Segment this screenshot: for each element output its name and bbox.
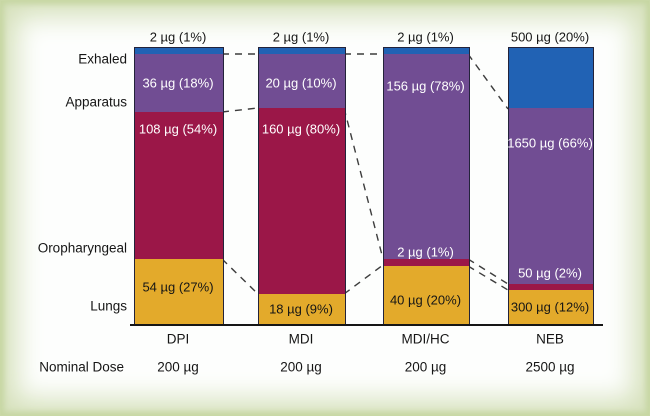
- bar-neb-segment-exhaled: [509, 48, 593, 108]
- bar-mdi-hc-segment-apparatus: [384, 54, 469, 259]
- nominal-dose-neb: 2500 µg: [525, 359, 575, 375]
- label-neb-lungs: 300 µg (12%): [510, 299, 590, 315]
- y-axis-label-lungs: Lungs: [90, 298, 127, 314]
- bar-mdi-segment-oropharyngeal: [259, 108, 345, 294]
- bar-mdi-segment-apparatus: [259, 54, 345, 108]
- label-mdi-hc-apparatus: 156 µg (78%): [386, 78, 465, 94]
- y-axis-label-exhaled: Exhaled: [78, 51, 127, 67]
- bar-mdi-hc-segment-oropharyngeal: [384, 259, 469, 266]
- dashed-connector: [221, 107, 259, 113]
- bar-neb-segment-lungs: [509, 290, 593, 325]
- label-mdi-exhaled: 2 µg (1%): [272, 29, 330, 45]
- label-neb-exhaled: 500 µg (20%): [510, 29, 590, 45]
- bar-mdi-segment-lungs: [259, 294, 345, 325]
- dashed-connector: [467, 53, 509, 110]
- bar-mdi: [258, 47, 346, 326]
- x-axis-label-dpi: DPI: [166, 331, 190, 347]
- dashed-connector: [343, 107, 384, 260]
- nominal-dose-mdi-hc: 200 µg: [404, 359, 447, 375]
- label-mdi-apparatus: 20 µg (10%): [265, 75, 337, 91]
- label-mdi-hc-oropharyngeal: 2 µg (1%): [397, 244, 454, 260]
- bar-mdi-segment-exhaled: [259, 48, 345, 54]
- bar-neb-segment-apparatus: [509, 108, 593, 284]
- label-neb-oropharyngeal: 50 µg (2%): [518, 265, 582, 281]
- nominal-dose-row-label: Nominal Dose: [39, 359, 124, 375]
- nominal-dose-mdi: 200 µg: [280, 359, 322, 375]
- y-axis-label-oropharyngeal: Oropharyngeal: [37, 240, 127, 256]
- x-axis-label-mdi: MDI: [288, 331, 314, 347]
- bar-neb-segment-oropharyngeal: [509, 284, 593, 290]
- label-mdi-oropharyngeal: 160 µg (80%): [261, 121, 341, 137]
- y-axis-label-apparatus: Apparatus: [65, 94, 127, 110]
- x-axis-label-neb: NEB: [536, 331, 564, 347]
- bar-mdi-hc-segment-exhaled: [384, 48, 469, 54]
- bar-dpi-segment-exhaled: [135, 48, 223, 54]
- dashed-connector: [343, 264, 384, 295]
- label-dpi-oropharyngeal: 108 µg (54%): [138, 121, 218, 137]
- label-dpi-exhaled: 2 µg (1%): [149, 29, 207, 45]
- bar-dpi-segment-lungs: [135, 259, 223, 325]
- label-dpi-apparatus: 36 µg (18%): [142, 75, 214, 91]
- x-axis-line: [130, 324, 603, 326]
- bar-dpi-segment-apparatus: [135, 54, 223, 112]
- nominal-dose-dpi: 200 µg: [157, 359, 199, 375]
- bar-neb: [508, 47, 594, 326]
- label-mdi-hc-lungs: 40 µg (20%): [389, 292, 462, 308]
- label-neb-apparatus: 1650 µg (66%): [507, 135, 593, 151]
- bar-mdi-hc: [383, 47, 470, 326]
- label-mdi-hc-exhaled: 2 µg (1%): [397, 29, 454, 45]
- label-mdi-lungs: 18 µg (9%): [269, 301, 333, 317]
- dashed-connector: [467, 265, 509, 291]
- x-axis-label-mdi-hc: MDI/HC: [401, 331, 450, 347]
- bar-mdi-hc-segment-lungs: [384, 266, 469, 325]
- label-dpi-lungs: 54 µg (27%): [142, 279, 214, 295]
- dashed-connector: [467, 258, 509, 285]
- dashed-connector: [221, 258, 259, 295]
- bar-dpi-segment-oropharyngeal: [135, 112, 223, 259]
